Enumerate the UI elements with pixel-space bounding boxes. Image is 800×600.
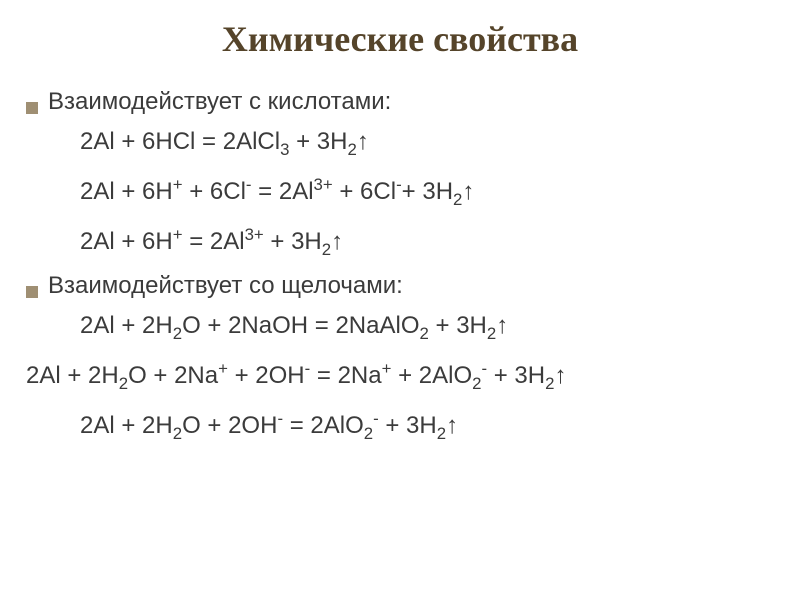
section-heading: Взаимодействует со щелочами: [26, 272, 774, 300]
square-bullet-icon [26, 286, 38, 298]
chemical-equation: 2Al + 6HCl = 2AlCl3 + 3H2↑ [26, 124, 774, 162]
chemical-equation: 2Al + 2H2O + 2OH- = 2AlO2- + 3H2↑ [26, 406, 774, 446]
chemical-equation: 2Al + 6H+ = 2Al3+ + 3H2↑ [26, 222, 774, 262]
slide-title: Химические свойства [26, 18, 774, 60]
slide-content: Взаимодействует с кислотами: 2Al + 6HCl =… [26, 88, 774, 446]
section-label: Взаимодействует с кислотами: [48, 88, 391, 116]
square-bullet-icon [26, 102, 38, 114]
chemical-equation: 2Al + 6H+ + 6Cl- = 2Al3+ + 6Cl-+ 3H2↑ [26, 172, 774, 212]
chemical-equation: 2Al + 2H2O + 2Na+ + 2OH- = 2Na+ + 2AlO2-… [26, 356, 774, 396]
chemical-equation: 2Al + 2H2O + 2NaOH = 2NaAlO2 + 3H2↑ [26, 308, 774, 346]
section-heading: Взаимодействует с кислотами: [26, 88, 774, 116]
section-label: Взаимодействует со щелочами: [48, 272, 403, 300]
